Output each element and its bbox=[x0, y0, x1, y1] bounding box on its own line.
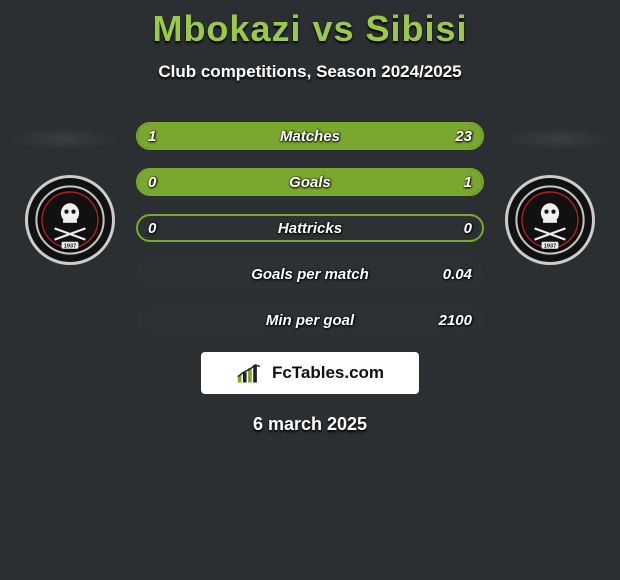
bar-value-right: 2100 bbox=[439, 308, 472, 332]
bar-value-left: 0 bbox=[148, 170, 156, 194]
bar-label: Hattricks bbox=[138, 216, 482, 240]
bar-row: Goals per match0.04 bbox=[136, 260, 484, 288]
bar-value-right: 1 bbox=[464, 170, 472, 194]
shadow-left bbox=[8, 128, 118, 150]
svg-text:1937: 1937 bbox=[544, 243, 556, 249]
bar-row: Hattricks0 0 bbox=[136, 214, 484, 242]
bars-region: Matches123Goals01Hattricks00Goals per ma… bbox=[136, 122, 484, 334]
page-subtitle: Club competitions, Season 2024/2025 bbox=[0, 62, 620, 82]
date-text: 6 march 2025 bbox=[0, 414, 620, 435]
bar-value-right: 0 bbox=[464, 216, 472, 240]
club-logo-left: 1937 bbox=[25, 175, 115, 265]
page-title: Mbokazi vs Sibisi bbox=[0, 0, 620, 50]
bar-label: Goals per match bbox=[138, 262, 482, 286]
club-logo-right: 1937 bbox=[505, 175, 595, 265]
bar-row: Goals0 1 bbox=[136, 168, 484, 196]
root-container: Mbokazi vs Sibisi Club competitions, Sea… bbox=[0, 0, 620, 580]
bar-value-right: 23 bbox=[455, 124, 472, 148]
bar-label: Min per goal bbox=[138, 308, 482, 332]
bar-label: Goals bbox=[138, 170, 482, 194]
brand-box[interactable]: FcTables.com bbox=[201, 352, 419, 394]
bar-value-left: 0 bbox=[148, 216, 156, 240]
shadow-right bbox=[502, 128, 612, 150]
bar-row: Min per goal2100 bbox=[136, 306, 484, 334]
bar-label: Matches bbox=[138, 124, 482, 148]
brand-text: FcTables.com bbox=[272, 363, 384, 383]
pirates-crest-icon: 1937 bbox=[35, 185, 105, 255]
bar-row: Matches1 23 bbox=[136, 122, 484, 150]
bar-chart-icon bbox=[236, 362, 266, 384]
bar-value-right: 0.04 bbox=[443, 262, 472, 286]
bar-value-left: 1 bbox=[148, 124, 156, 148]
svg-text:1937: 1937 bbox=[64, 243, 76, 249]
pirates-crest-icon: 1937 bbox=[515, 185, 585, 255]
